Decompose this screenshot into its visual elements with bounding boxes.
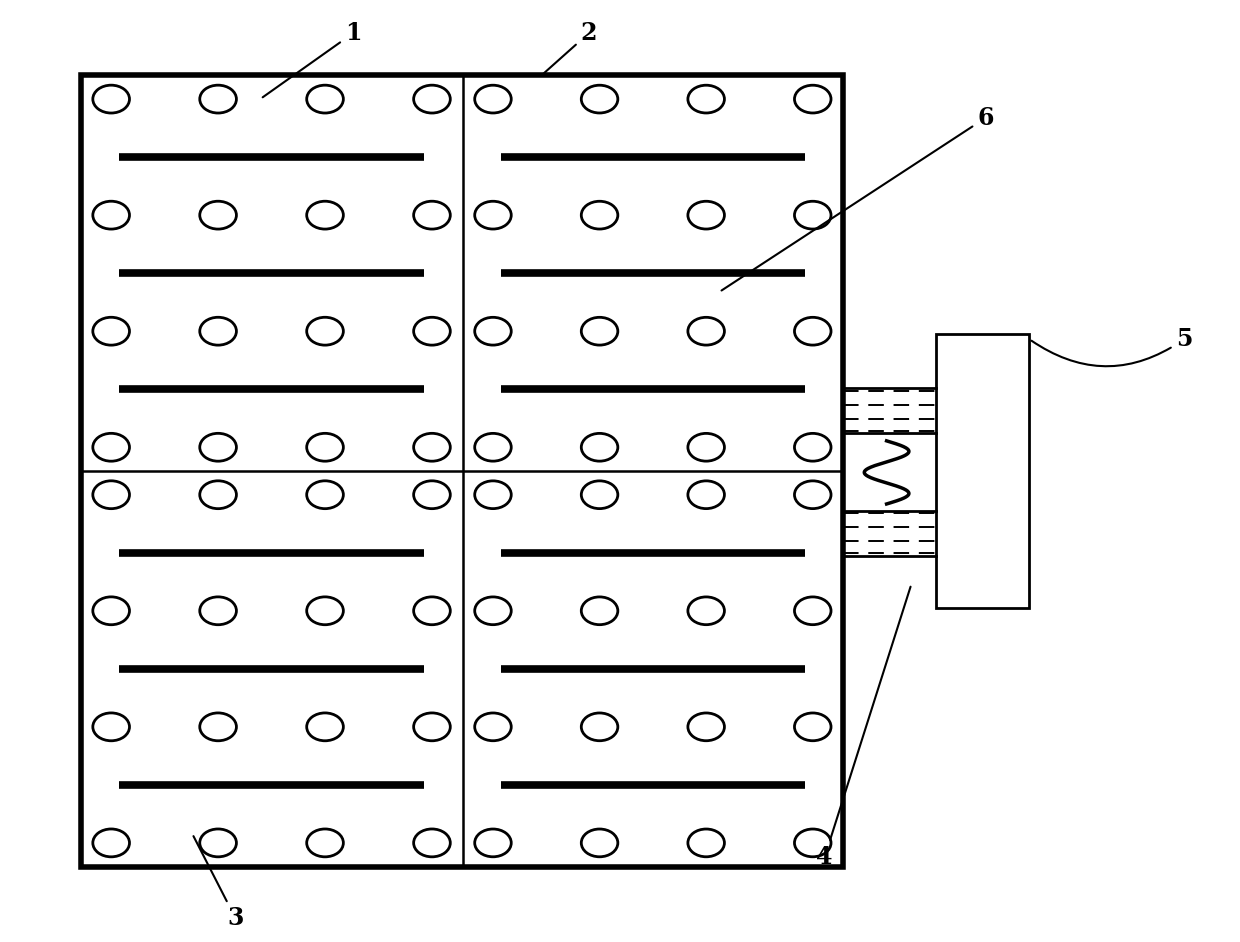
Bar [81, 75, 843, 867]
Text: 3: 3 [193, 836, 244, 931]
Text: 1: 1 [263, 21, 362, 97]
Bar [936, 334, 1029, 608]
Text: 5: 5 [1032, 327, 1193, 366]
Text: 4: 4 [816, 587, 910, 869]
Text: 6: 6 [722, 106, 994, 290]
Text: 2: 2 [542, 21, 598, 75]
